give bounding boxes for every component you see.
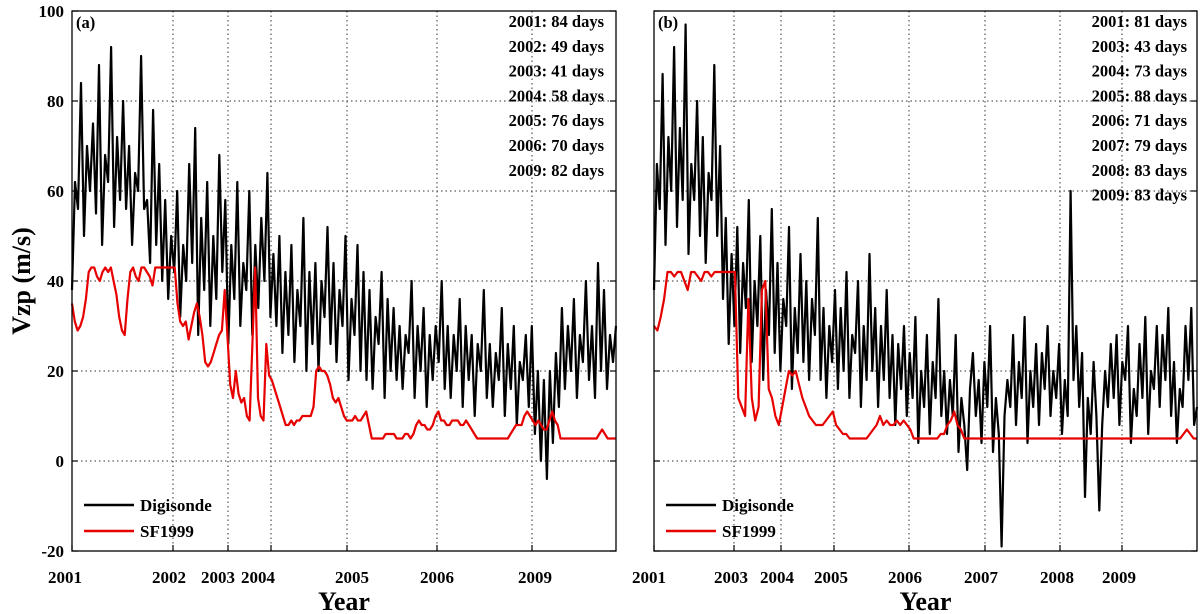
annotation-days: 2009: 82 days xyxy=(509,161,605,180)
annotation-days: 2006: 71 days xyxy=(1092,111,1188,130)
series-line-digisonde xyxy=(652,23,1199,548)
annotation-days: 2007: 79 days xyxy=(1092,136,1188,155)
annotation-days: 2001: 84 days xyxy=(509,12,605,31)
x-tick-label: 2001 xyxy=(632,568,666,587)
annotation-days: 2005: 76 days xyxy=(509,111,605,130)
y-tick-label: 100 xyxy=(39,2,65,21)
annotation-days: 2003: 43 days xyxy=(1092,37,1188,56)
annotation-days: 2001: 81 days xyxy=(1092,12,1188,31)
y-tick-label: 0 xyxy=(56,452,65,471)
y-tick-label: 20 xyxy=(47,362,64,381)
x-tick-label: 2009 xyxy=(1102,568,1136,587)
x-axis-label: Year xyxy=(318,587,370,614)
annotation-days: 2004: 58 days xyxy=(509,86,605,105)
annotation-days: 2002: 49 days xyxy=(509,37,605,56)
panel-label: (b) xyxy=(658,13,678,32)
legend-label-sf1999: SF1999 xyxy=(140,522,194,541)
annotation-days: 2008: 83 days xyxy=(1092,161,1188,180)
x-tick-label: 2005 xyxy=(814,568,848,587)
x-tick-label: 2005 xyxy=(335,568,369,587)
panel-b: 2001 2003 2004 2005 2006 2007 2008 2009 (b) 2001:… xyxy=(632,10,1199,614)
annotation-days: 2009: 83 days xyxy=(1092,186,1188,205)
y-tick-label: 60 xyxy=(47,182,64,201)
y-tick-label: 80 xyxy=(47,92,64,111)
x-tick-label: 2006 xyxy=(888,568,922,587)
panel-label: (a) xyxy=(76,13,95,32)
annotation-days: 2004: 73 days xyxy=(1092,62,1188,81)
series-line-sf1999 xyxy=(70,266,616,440)
x-axis-label: Year xyxy=(900,587,952,614)
y-axis-label: Vzp (m/s) xyxy=(7,227,36,335)
x-tick-label: 2007 xyxy=(964,568,999,587)
x-tick-label: 2002 xyxy=(152,568,186,587)
x-tick-label: 2001 xyxy=(48,568,82,587)
legend-label-digisonde: Digisonde xyxy=(722,496,794,515)
legend-label-sf1999: SF1999 xyxy=(722,522,776,541)
x-tick-label: 2006 xyxy=(420,568,454,587)
x-tick-label: 2004 xyxy=(241,568,276,587)
y-tick-label: 40 xyxy=(47,272,64,291)
y-tick-label: -20 xyxy=(41,542,64,561)
panel-a: -20 0 20 40 60 80 100 2001 2002 2003 2004 2005 2006 2… xyxy=(7,2,618,614)
plot-frame xyxy=(71,10,617,552)
x-tick-label: 2003 xyxy=(201,568,235,587)
plot-frame xyxy=(653,10,1198,552)
annotation-days: 2006: 70 days xyxy=(509,136,605,155)
series-line-sf1999 xyxy=(653,270,1197,440)
x-tick-label: 2009 xyxy=(518,568,552,587)
legend: Digisonde SF1999 xyxy=(84,496,212,541)
x-tick-label: 2008 xyxy=(1040,568,1074,587)
annotation-days: 2003: 41 days xyxy=(509,62,605,81)
legend: Digisonde SF1999 xyxy=(666,496,794,541)
x-tick-label: 2004 xyxy=(760,568,795,587)
annotation-days: 2005: 88 days xyxy=(1092,86,1188,105)
x-tick-label: 2003 xyxy=(714,568,748,587)
legend-label-digisonde: Digisonde xyxy=(140,496,212,515)
